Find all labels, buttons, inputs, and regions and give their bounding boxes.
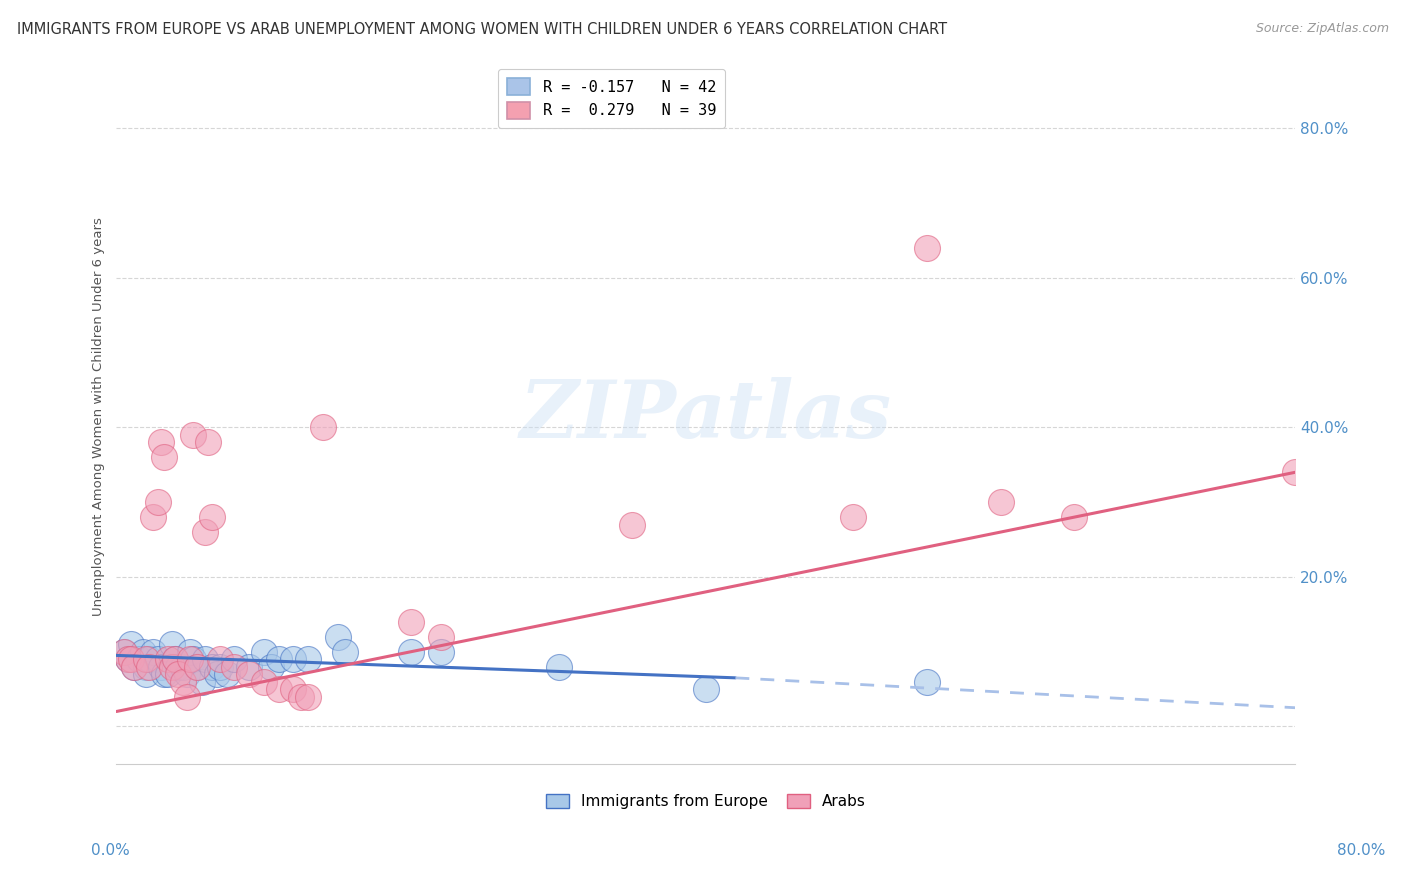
Point (179, 645, 201, 659)
Point (215, 667, 238, 681)
Point (186, 659, 208, 673)
Y-axis label: Unemployment Among Women with Children Under 6 years: Unemployment Among Women with Children U… (93, 217, 105, 615)
Point (197, 435, 219, 450)
Point (333, 645, 356, 659)
Point (172, 659, 194, 673)
Point (128, 652, 150, 666)
Point (117, 652, 139, 666)
Point (208, 659, 231, 673)
Point (547, 659, 569, 673)
Point (429, 630, 451, 644)
Point (135, 652, 157, 666)
Point (149, 659, 172, 673)
Point (146, 652, 169, 666)
Point (253, 645, 276, 659)
Point (283, 652, 305, 666)
Point (990, 495, 1012, 509)
Point (122, 659, 145, 673)
Point (399, 615, 422, 629)
Point (176, 690, 198, 704)
Legend: Immigrants from Europe, Arabs: Immigrants from Europe, Arabs (540, 788, 872, 815)
Point (267, 652, 290, 666)
Point (152, 667, 174, 681)
Point (201, 659, 224, 673)
Text: 80.0%: 80.0% (1337, 843, 1385, 858)
Point (167, 667, 190, 681)
Point (260, 659, 283, 673)
Point (194, 652, 217, 666)
Point (283, 681, 305, 696)
Point (112, 645, 135, 659)
Point (179, 652, 201, 666)
Point (117, 652, 139, 666)
Point (1284, 465, 1306, 479)
Point (915, 241, 938, 255)
Text: IMMIGRANTS FROM EUROPE VS ARAB UNEMPLOYMENT AMONG WOMEN WITH CHILDREN UNDER 6 YE: IMMIGRANTS FROM EUROPE VS ARAB UNEMPLOYM… (17, 22, 948, 37)
Point (1063, 510, 1085, 524)
Point (312, 420, 335, 434)
Point (915, 674, 938, 689)
Point (399, 645, 422, 659)
Point (326, 630, 349, 644)
Point (224, 659, 246, 673)
Point (157, 652, 180, 666)
Point (842, 510, 865, 524)
Point (695, 681, 717, 696)
Point (120, 637, 142, 651)
Point (135, 667, 157, 681)
Point (157, 667, 180, 681)
Point (208, 652, 231, 666)
Point (186, 659, 208, 673)
Point (146, 495, 169, 509)
Point (253, 674, 276, 689)
Point (120, 652, 142, 666)
Point (194, 524, 217, 539)
Point (181, 652, 204, 666)
Point (176, 667, 198, 681)
Point (142, 510, 165, 524)
Point (429, 645, 451, 659)
Text: ZIPatlas: ZIPatlas (520, 377, 891, 455)
Point (172, 674, 194, 689)
Point (162, 637, 184, 651)
Point (290, 690, 312, 704)
Point (224, 652, 246, 666)
Point (297, 652, 319, 666)
Point (112, 645, 135, 659)
Point (238, 659, 260, 673)
Text: 0.0%: 0.0% (91, 843, 131, 858)
Point (167, 659, 190, 673)
Point (181, 428, 204, 442)
Point (132, 645, 155, 659)
Point (138, 652, 160, 666)
Point (122, 659, 145, 673)
Point (191, 674, 214, 689)
Point (162, 659, 184, 673)
Point (138, 659, 160, 673)
Point (152, 450, 174, 465)
Point (149, 435, 172, 450)
Point (205, 667, 228, 681)
Point (297, 690, 319, 704)
Point (142, 645, 165, 659)
Point (165, 652, 187, 666)
Point (267, 681, 290, 696)
Point (238, 667, 260, 681)
Text: Source: ZipAtlas.com: Source: ZipAtlas.com (1256, 22, 1389, 36)
Point (165, 652, 187, 666)
Point (135, 659, 157, 673)
Point (621, 517, 644, 532)
Point (201, 510, 224, 524)
